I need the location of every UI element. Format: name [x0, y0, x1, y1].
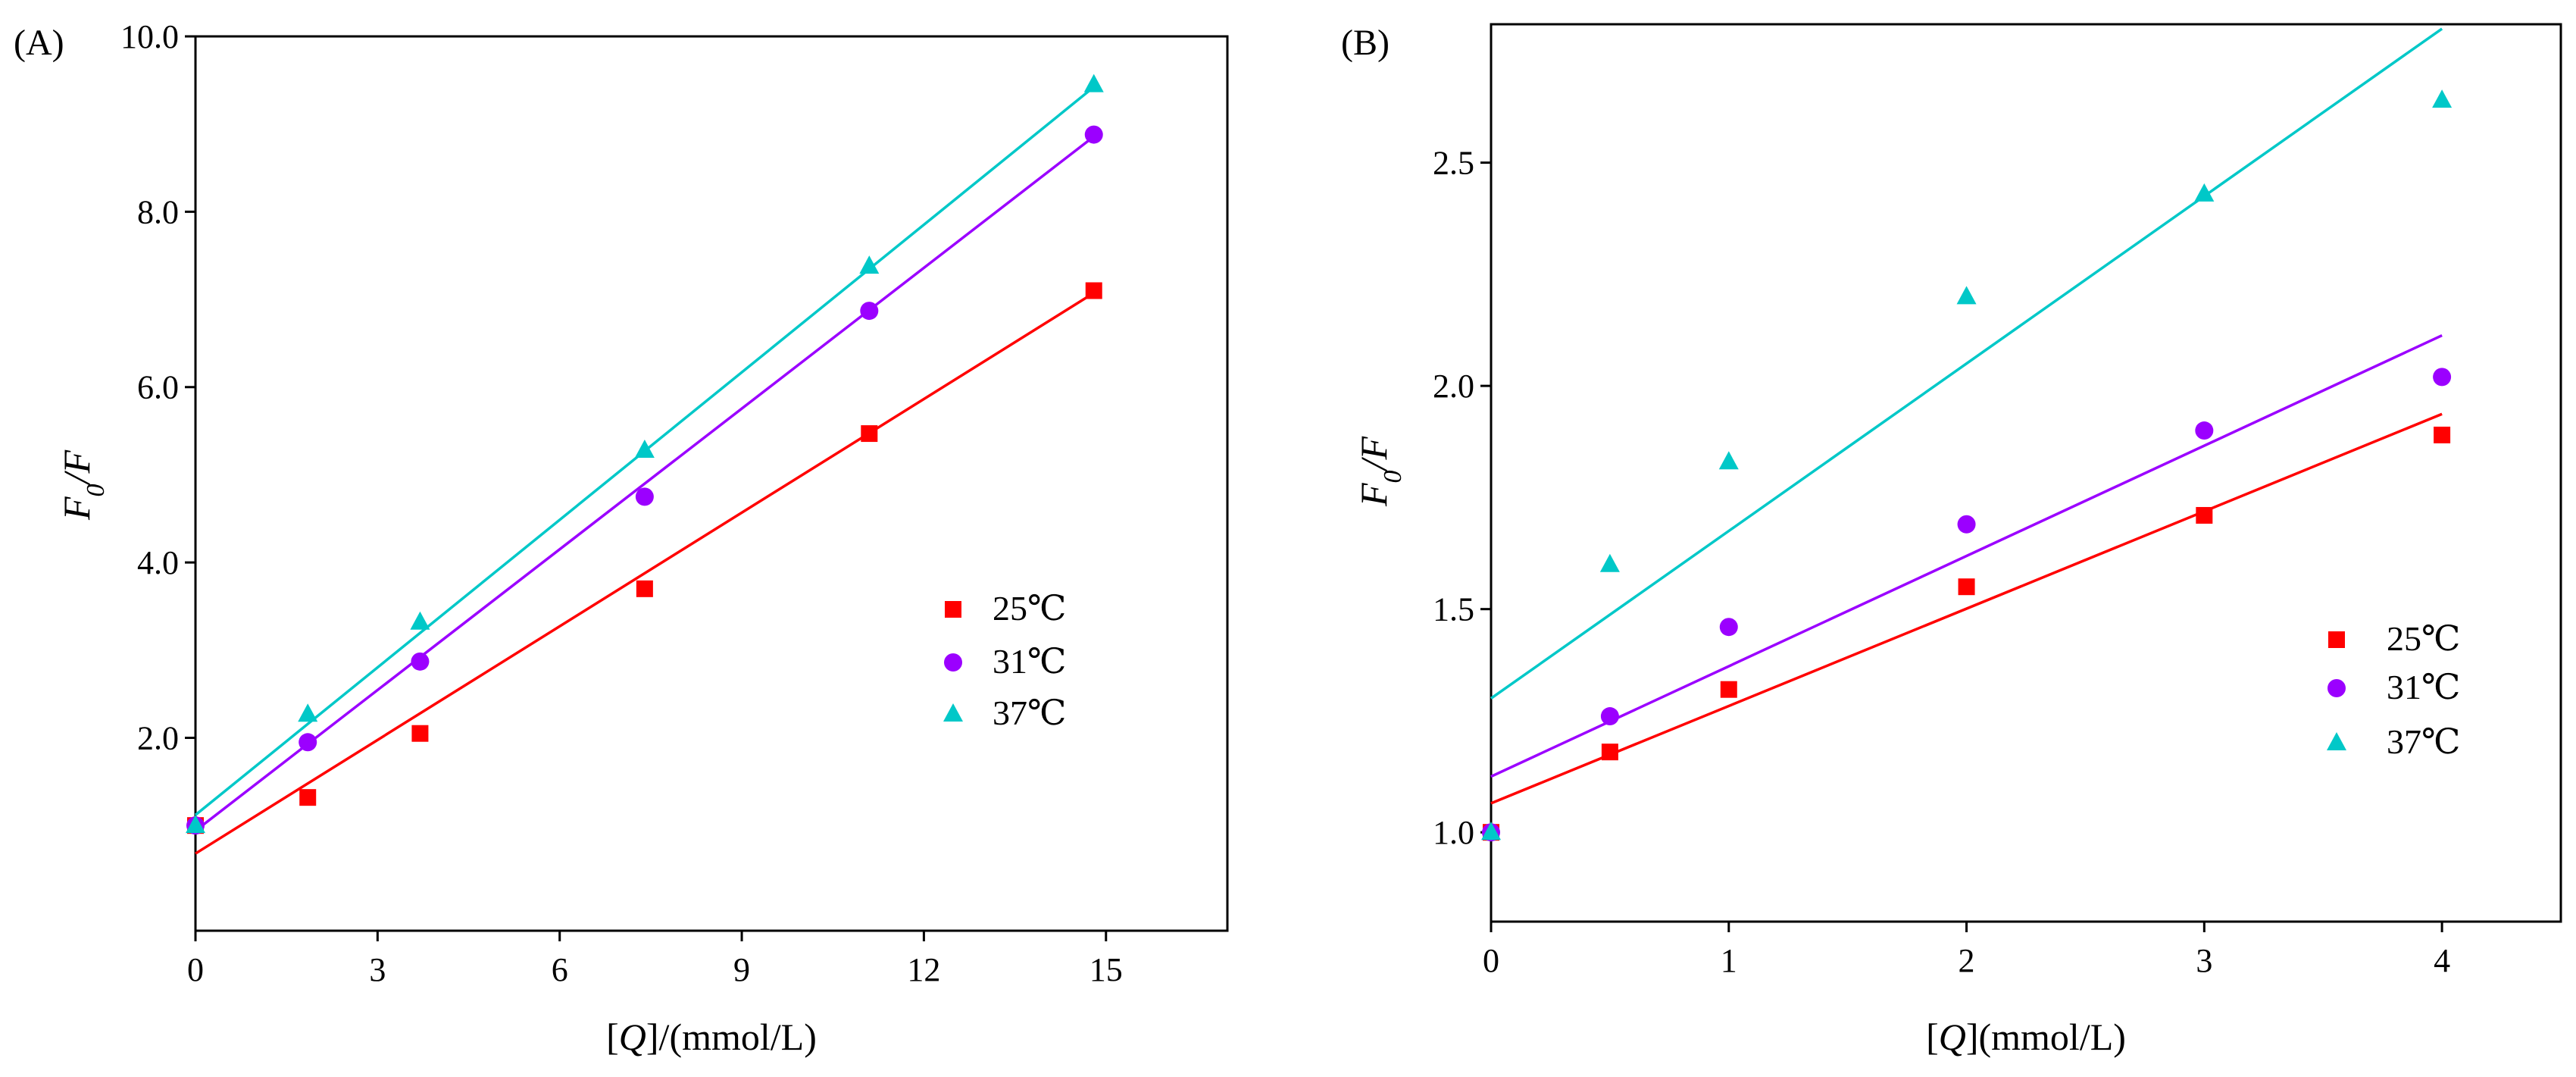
x-tick-label: 15 — [1089, 951, 1123, 988]
series-square — [1483, 412, 2451, 841]
y-tick-label: 2.0 — [137, 719, 179, 756]
y-tick-label: 10.0 — [120, 18, 179, 55]
y-tick-label: 2.0 — [1433, 368, 1474, 405]
data-point — [1957, 515, 1976, 534]
y-tick-label: 1.5 — [1433, 591, 1474, 628]
data-point — [186, 815, 205, 834]
legend-label: 25℃ — [993, 589, 1066, 628]
legend: 25℃ 31℃ 37℃ — [2327, 619, 2460, 761]
data-point — [634, 440, 655, 459]
data-point — [1083, 74, 1104, 92]
legend-label: 25℃ — [2387, 619, 2460, 658]
fit-line — [1490, 412, 2443, 805]
data-point — [2434, 426, 2451, 443]
panel-a: (A) 0 3 6 9 12 15 2.0 4.0 6.0 8.0 10.0 [Q]/(mmol/L) F… — [14, 18, 1229, 1058]
data-point — [861, 425, 878, 443]
y-tick-label: 6.0 — [137, 369, 179, 406]
data-point — [1958, 578, 1975, 596]
legend-marker — [945, 601, 961, 618]
fit-line — [1490, 27, 2443, 700]
data-point — [2432, 89, 2453, 108]
legend-label: 37℃ — [2387, 722, 2460, 761]
series-square — [187, 282, 1102, 855]
data-point — [2196, 506, 2213, 524]
x-tick-label: 3 — [369, 951, 386, 988]
y-axis-label: F0/F — [55, 450, 110, 521]
data-point — [1085, 282, 1102, 299]
fit-line — [195, 292, 1095, 855]
data-point — [1600, 707, 1619, 726]
data-point — [1956, 286, 1977, 305]
data-point — [1599, 553, 1620, 572]
data-point — [1084, 125, 1103, 144]
data-point — [2195, 421, 2214, 440]
plot-frame — [1490, 23, 2562, 923]
series-triangle — [1481, 27, 2453, 841]
data-point — [1720, 681, 1737, 698]
legend-marker — [2327, 732, 2346, 750]
data-point — [411, 652, 430, 671]
legend-label: 31℃ — [2387, 668, 2460, 706]
legend-marker — [2328, 631, 2345, 648]
y-tick-label: 2.5 — [1433, 145, 1474, 182]
data-point — [1481, 822, 1501, 841]
legend: 25℃ 31℃ 37℃ — [943, 589, 1066, 732]
series-circle — [186, 125, 1103, 835]
x-tick-label: 0 — [1483, 942, 1499, 979]
data-point — [298, 703, 318, 722]
series-triangle — [186, 74, 1104, 834]
fit-line — [1490, 333, 2443, 778]
y-axis-label: F0/F — [1352, 437, 1407, 507]
data-point — [635, 487, 654, 506]
x-axis-label: [Q](mmol/L) — [1926, 1016, 2126, 1058]
legend-label: 31℃ — [993, 642, 1066, 681]
plot-frame — [194, 35, 1229, 932]
data-point — [636, 580, 653, 597]
data-point — [299, 789, 317, 806]
x-tick-label: 12 — [907, 951, 940, 988]
x-axis-label: [Q]/(mmol/L) — [606, 1016, 817, 1058]
data-point — [411, 725, 429, 742]
panel-label: (B) — [1341, 23, 1390, 63]
x-tick-label: 3 — [2196, 942, 2212, 979]
y-tick-label: 8.0 — [137, 193, 179, 230]
fit-line — [194, 135, 1095, 832]
x-tick-label: 1 — [1721, 942, 1737, 979]
legend-marker — [943, 703, 963, 722]
data-point — [1718, 451, 1739, 470]
data-point — [2433, 368, 2452, 387]
data-point — [2194, 183, 2215, 202]
legend-marker — [2327, 679, 2346, 697]
x-tick-label: 9 — [733, 951, 750, 988]
data-point — [1719, 618, 1738, 637]
x-tick-label: 6 — [552, 951, 568, 988]
data-point — [299, 733, 317, 752]
data-point — [860, 302, 879, 321]
legend-marker — [944, 653, 962, 672]
x-tick-label: 0 — [187, 951, 204, 988]
data-point — [410, 611, 430, 630]
panel-b: (B) 0 1 2 3 4 1.0 1.5 2.0 2.5 [Q](mmol/L) F0/F 25℃ 31… — [1341, 23, 2562, 1058]
data-point — [1601, 744, 1618, 761]
y-tick-label: 1.0 — [1433, 814, 1474, 851]
legend-label: 37℃ — [993, 693, 1066, 732]
panel-label: (A) — [14, 23, 64, 63]
x-tick-label: 2 — [1959, 942, 1975, 979]
data-point — [859, 255, 880, 274]
x-tick-label: 4 — [2434, 942, 2450, 979]
y-tick-label: 4.0 — [137, 544, 179, 581]
